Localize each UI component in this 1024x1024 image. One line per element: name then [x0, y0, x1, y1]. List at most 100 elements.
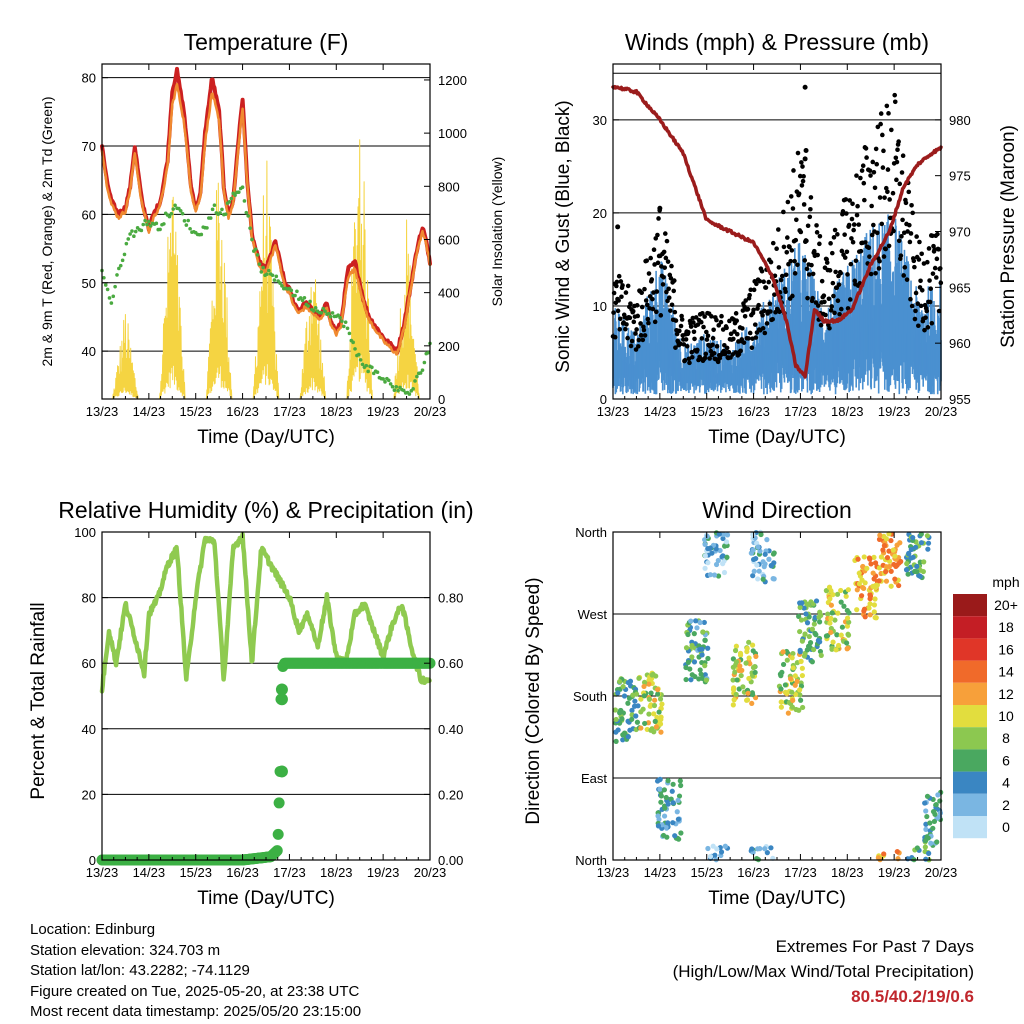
y-tick-label: 100	[74, 525, 96, 540]
dewpoint-point	[103, 283, 108, 287]
gust-point	[899, 170, 905, 175]
wind-direction-point	[709, 550, 715, 556]
wind-direction-point	[650, 671, 656, 677]
legend-label: 18	[998, 619, 1014, 635]
wind-direction-point	[859, 584, 866, 591]
y2-axis-label: Station Pressure (Maroon)	[998, 125, 1019, 348]
dewpoint-point	[158, 227, 162, 232]
wind-direction-point	[740, 684, 746, 690]
wind-direction-point	[696, 676, 702, 682]
x-tick-label: 20/23	[414, 404, 447, 419]
gust-point	[810, 271, 816, 277]
wind-direction-point	[699, 652, 705, 658]
dewpoint-point	[347, 331, 352, 336]
wind-direction-point	[908, 546, 914, 553]
wind-direction-point	[757, 846, 763, 852]
gust-point	[708, 348, 714, 354]
wind-direction-point	[768, 562, 774, 569]
wind-direction-point	[789, 655, 795, 661]
wind-direction-point	[825, 611, 831, 617]
gust-point	[738, 348, 743, 354]
gust-point	[827, 325, 832, 331]
dewpoint-point	[394, 385, 399, 389]
gust-point	[839, 248, 845, 254]
wind-direction-point	[683, 676, 689, 683]
gust-point	[628, 301, 633, 306]
gust-point	[819, 278, 825, 284]
wind-direction-point	[807, 640, 814, 646]
gust-point	[728, 331, 734, 337]
gust-point	[887, 197, 892, 202]
wind-direction-point	[631, 703, 638, 709]
dewpoint-point	[130, 229, 134, 233]
wind-direction-point	[846, 619, 852, 625]
dewpoint-point	[105, 287, 110, 292]
x-tick-label: 15/23	[179, 404, 212, 419]
gust-point	[892, 99, 898, 105]
dewpoint-point	[143, 218, 147, 223]
y-tick-label: South	[573, 689, 607, 704]
wind-direction-point	[670, 820, 676, 826]
legend-swatch	[953, 594, 987, 617]
gust-point	[849, 236, 854, 241]
wind-direction-point	[806, 633, 812, 640]
wind-direction-point	[697, 646, 703, 652]
plot-frame	[101, 531, 431, 861]
y-tick-label: 80	[82, 591, 96, 606]
wind-direction-point	[782, 682, 789, 688]
gust-point	[749, 345, 755, 350]
wind-direction-point	[638, 709, 644, 715]
y2-tick-label: 960	[949, 336, 971, 351]
wind-direction-point	[912, 544, 919, 550]
dewpoint-point	[356, 352, 361, 357]
elevation-text: Station elevation: 324.703 m	[30, 941, 221, 959]
gust-point	[745, 306, 751, 312]
dewpoint-point	[154, 221, 159, 226]
wind-direction-point	[867, 593, 874, 599]
legend-label: 4	[1002, 775, 1010, 791]
gust-point	[665, 259, 671, 264]
gust-point	[828, 308, 834, 313]
wind-direction-point	[675, 797, 681, 804]
dewpoint-point	[220, 207, 224, 212]
legend-title: mph	[992, 574, 1019, 590]
wind-direction-point	[669, 788, 675, 794]
gust-point	[908, 231, 914, 236]
gust-point	[772, 292, 777, 297]
gust-point	[748, 287, 754, 293]
wind-direction-point	[694, 625, 700, 631]
wind-direction-point	[876, 578, 882, 584]
gust-point	[770, 316, 775, 322]
gust-point	[903, 200, 909, 206]
gust-point	[634, 327, 639, 332]
gust-point	[614, 279, 620, 285]
gust-point	[896, 238, 902, 244]
wind-direction-point	[894, 848, 900, 855]
wind-direction-point	[864, 565, 870, 572]
gust-point	[843, 197, 849, 202]
dewpoint-point	[261, 265, 265, 270]
gust-point	[691, 329, 697, 335]
dewpoint-point	[240, 185, 245, 189]
gust-point	[859, 168, 865, 173]
gust-point	[913, 290, 919, 296]
wind-direction-point	[839, 624, 846, 630]
gust-point	[849, 216, 855, 222]
gust-point	[702, 355, 708, 361]
gust-point	[653, 309, 659, 315]
gust-point	[643, 298, 649, 303]
gust-point	[842, 255, 848, 260]
wind-direction-point	[634, 719, 641, 725]
gust-point	[701, 324, 706, 330]
gust-point	[910, 210, 915, 216]
dewpoint-point	[351, 340, 355, 345]
wind-direction-point	[918, 540, 925, 546]
gust-point	[927, 278, 932, 283]
wind-direction-point	[914, 845, 920, 851]
gust-point	[756, 302, 761, 308]
wind-direction-point	[617, 679, 623, 685]
gust-point	[785, 235, 790, 240]
wind-direction-point	[803, 611, 809, 617]
wind-direction-point	[754, 562, 760, 568]
gust-point	[636, 337, 642, 343]
